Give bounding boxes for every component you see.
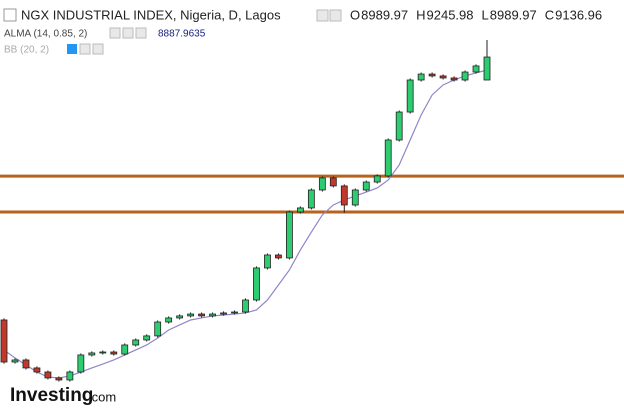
chart-title: NGX INDUSTRIAL INDEX, Nigeria, D, Lagos (21, 7, 281, 22)
ohlc-value: 8989.97 (361, 7, 408, 22)
candle-body (44, 371, 52, 379)
logo-suffix: .com (88, 389, 116, 404)
close-icon[interactable] (135, 27, 147, 39)
candle-body (165, 317, 173, 323)
header: NGX INDUSTRIAL INDEX, Nigeria, D, Lagos … (3, 7, 602, 56)
eye-icon[interactable] (316, 9, 329, 22)
settings-icon[interactable] (329, 9, 342, 22)
indicator-name: ALMA (14, 0.85, 2) (4, 29, 87, 40)
ohlc-label: O (350, 7, 360, 22)
candle-body (11, 359, 19, 363)
candle-body (472, 65, 480, 73)
candle-body (329, 177, 337, 187)
plot-area (0, 40, 624, 382)
ohlc-readout: O 8989.97 H 9245.98 L 8989.97 C 9136.96 (350, 7, 602, 22)
indicator-name: BB (20, 2) (4, 45, 49, 56)
candle-body (373, 175, 381, 183)
candle-body (275, 254, 282, 259)
collapse-icon[interactable] (3, 8, 17, 22)
candle-body (461, 71, 469, 81)
candle-body (286, 211, 293, 259)
candle-body (264, 254, 271, 269)
candle-body (22, 359, 30, 369)
candle-body (110, 351, 118, 355)
candle-body (77, 354, 85, 373)
ohlc-label: C (545, 7, 554, 22)
eye-icon[interactable] (109, 27, 121, 39)
candle-body (253, 267, 260, 301)
candle-body (296, 207, 304, 213)
candle-body (362, 181, 370, 191)
candle-body (209, 313, 216, 317)
candle-body (121, 344, 129, 355)
eye-icon[interactable] (67, 44, 77, 54)
settings-icon[interactable] (79, 43, 91, 55)
candle-body (395, 111, 403, 141)
candle-body (439, 75, 447, 79)
candle-body (220, 312, 227, 315)
settings-icon[interactable] (122, 27, 134, 39)
candle-body (483, 56, 491, 81)
ohlc-value: 9245.98 (427, 7, 474, 22)
candle-body (176, 315, 184, 319)
logo-text: Investing (10, 385, 93, 406)
candle-body (351, 189, 359, 206)
logo: Investing .com (10, 385, 116, 406)
ohlc-value: 9136.96 (555, 7, 602, 22)
ohlc-label: H (416, 7, 425, 22)
candle-body (154, 321, 162, 337)
candle-body (417, 73, 425, 81)
ohlc-label: L (482, 7, 489, 22)
candle-body (55, 377, 63, 381)
candle-body (99, 351, 107, 354)
candle-body (428, 73, 436, 77)
candle-body (318, 177, 326, 191)
candle-body (450, 77, 458, 81)
candle-body (231, 311, 238, 314)
candle-body (143, 335, 151, 341)
candle-body (187, 313, 195, 317)
candle-body (88, 352, 96, 356)
ohlc-value: 8989.97 (490, 7, 537, 22)
candle-body (307, 189, 315, 209)
candle-body (340, 185, 348, 206)
candle-body (198, 313, 205, 317)
candle-body (384, 139, 392, 177)
close-icon[interactable] (92, 43, 104, 55)
candle-body (242, 299, 249, 313)
indicator-value: 8887.9635 (158, 29, 206, 40)
candle-body (66, 371, 74, 381)
candle-body (0, 319, 8, 363)
candle-body (406, 79, 414, 113)
candle-body (33, 367, 41, 373)
candle-body (132, 339, 140, 346)
